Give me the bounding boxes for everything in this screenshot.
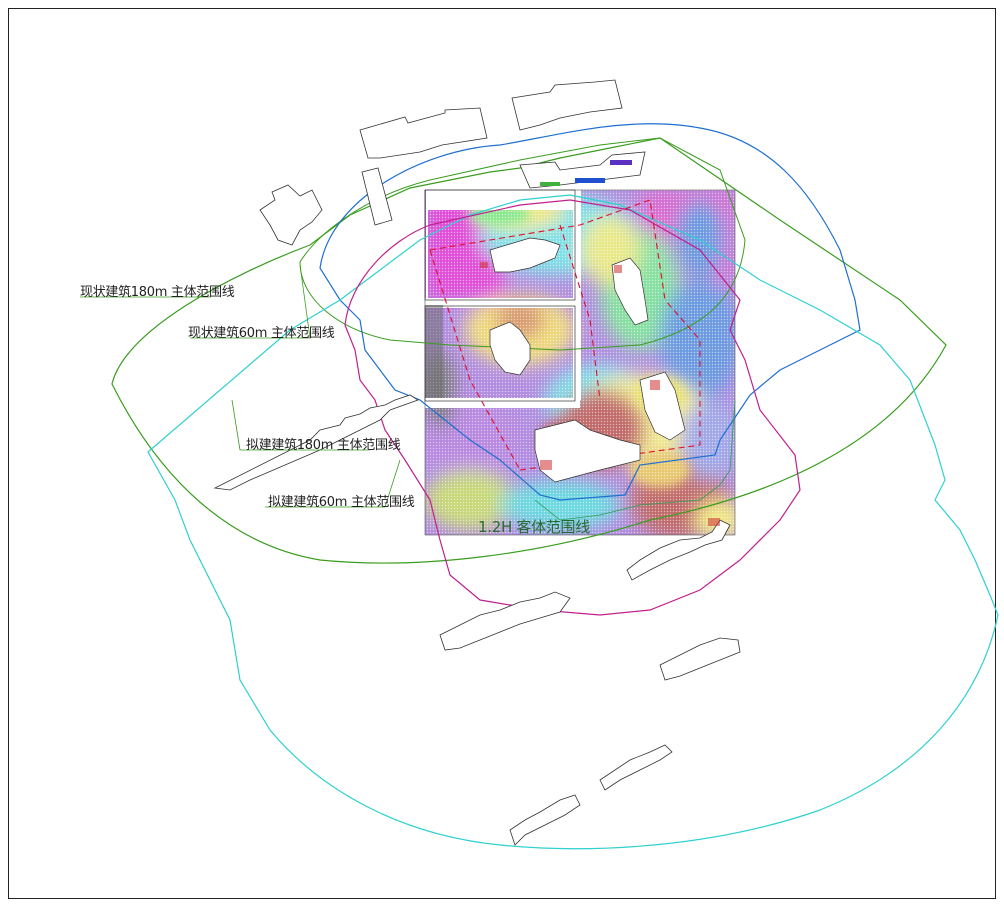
label-existing-180m: 现状建筑180m 主体范围线	[80, 285, 235, 300]
inset-panel-top	[424, 189, 576, 301]
red-hatching	[480, 262, 720, 526]
drawing-frame	[8, 8, 996, 899]
label-existing-60m: 现状建筑60m 主体范围线	[188, 326, 335, 341]
blue-range-line	[319, 123, 861, 501]
object-range-1-2h-line	[534, 399, 736, 521]
proposed-60m-range-line	[344, 199, 801, 616]
label-leaders	[80, 264, 401, 508]
inset-panel-middle	[424, 305, 576, 402]
north-marker-bar	[540, 160, 632, 186]
proposed-180m-range-line	[147, 194, 999, 850]
existing-180m-range-line	[111, 137, 947, 564]
sunlight-analysis-map	[425, 190, 735, 535]
existing-60m-range-line	[299, 137, 746, 351]
label-proposed-60m: 拟建建筑60m 主体范围线	[268, 495, 415, 510]
label-proposed-180m: 拟建建筑180m 主体范围线	[246, 438, 401, 453]
label-object-range: 1.2H 客体范围线	[478, 518, 590, 536]
